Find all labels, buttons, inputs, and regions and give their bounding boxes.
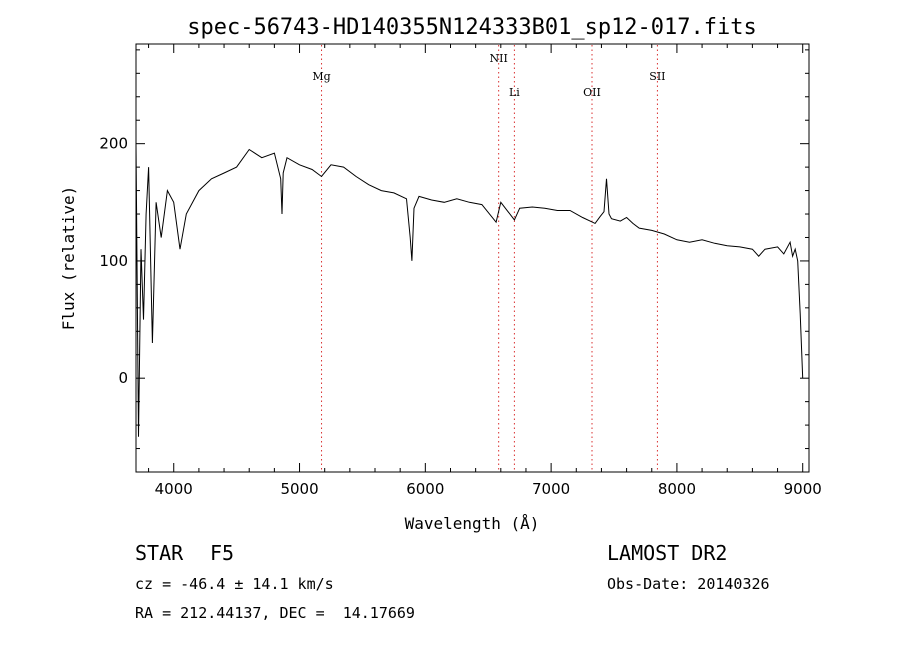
x-tick-label: 8000 (658, 480, 696, 498)
y-tick-label: 100 (99, 252, 128, 270)
spectral-line-label: Li (509, 86, 520, 99)
y-tick-label: 200 (99, 135, 128, 153)
spectral-line-label: NII (490, 52, 508, 65)
x-tick-label: 7000 (532, 480, 570, 498)
survey-name: LAMOST DR2 (607, 541, 728, 565)
redshift-readout: cz = -46.4 ± 14.1 km/s (135, 575, 334, 593)
x-axis-label: Wavelength (Å) (405, 514, 540, 533)
y-tick-label: 0 (118, 369, 128, 387)
spectral-line-markers: Mg NII Li OII SII (312, 45, 666, 471)
plot-frame (135, 43, 810, 473)
spectrum-line (135, 143, 804, 437)
y-axis-label: Flux (relative) (59, 186, 78, 331)
x-tick-label: 4000 (155, 480, 193, 498)
coordinates-readout: RA = 212.44137, DEC = 14.17669 (135, 604, 415, 622)
axis-ticks: 4000 5000 6000 7000 8000 9000 0 100 200 (99, 44, 822, 498)
observation-date: Obs-Date: 20140326 (607, 575, 770, 593)
x-tick-label: 5000 (280, 480, 318, 498)
object-subclass: F5 (210, 541, 235, 565)
x-tick-label: 9000 (784, 480, 822, 498)
spectral-line-label: OII (583, 86, 601, 99)
spectral-line-label: SII (649, 70, 665, 83)
chart-title: spec-56743-HD140355N124333B01_sp12-017.f… (187, 15, 757, 40)
x-tick-label: 6000 (406, 480, 444, 498)
spectral-line-label: Mg (312, 70, 330, 83)
object-class: STAR (135, 541, 184, 565)
